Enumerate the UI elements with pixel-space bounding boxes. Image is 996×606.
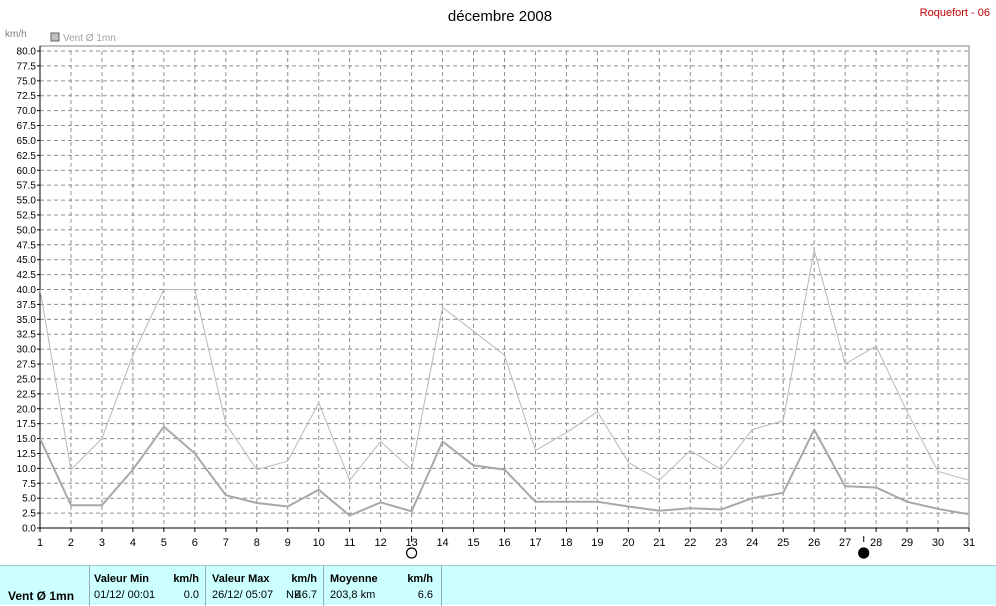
x-tick-label: 23 <box>715 537 727 549</box>
x-tick-label: 9 <box>285 537 291 549</box>
x-axis: 1 2 3 4 5 6 7 8 9 10 11 12 13 14 15 16 17 18 19 20 21 22 23 24 2… <box>37 527 975 549</box>
y-tick-label: 52.5 <box>17 210 37 221</box>
max-direction: NE <box>286 589 302 601</box>
x-tick-label: 12 <box>375 537 387 549</box>
x-tick-label: 19 <box>591 537 603 549</box>
y-tick-label: 40.0 <box>17 285 37 296</box>
y-tick-label: 25.0 <box>17 374 37 385</box>
full-moon-icon <box>406 547 418 559</box>
y-tick-label: 7.5 <box>22 479 36 490</box>
y-tick-label: 5.0 <box>22 494 36 505</box>
x-tick-label: 20 <box>622 537 634 549</box>
wind-chart: décembre 2008 Roquefort - 06 km/h Vent Ø… <box>5 7 990 559</box>
x-tick-label: 4 <box>130 537 136 549</box>
y-tick-label: 62.5 <box>17 151 37 162</box>
y-tick-label: 42.5 <box>17 270 37 281</box>
y-tick-label: 57.5 <box>17 181 37 192</box>
y-tick-label: 12.5 <box>17 449 37 460</box>
x-tick-label: 5 <box>161 537 167 549</box>
y-tick-label: 70.0 <box>17 106 37 117</box>
x-tick-label: 15 <box>467 537 479 549</box>
average-cell: Moyenne km/h 203,8 km 6.6 <box>324 566 442 606</box>
x-tick-label: 8 <box>254 537 260 549</box>
x-tick-label: 3 <box>99 537 105 549</box>
x-tick-label: 6 <box>192 537 198 549</box>
x-tick-label: 14 <box>436 537 448 549</box>
y-tick-label: 17.5 <box>17 419 37 430</box>
y-tick-label: 2.5 <box>22 509 36 520</box>
x-tick-label: 29 <box>901 537 913 549</box>
series-line-2 <box>39 425 970 517</box>
min-date: 01/12/ 00:01 <box>94 589 156 601</box>
min-title: Valeur Min <box>94 573 150 585</box>
summary-footer: Vent Ø 1mn Valeur Min km/h 01/12/ 00:01 … <box>0 565 996 606</box>
x-tick-label: 31 <box>963 537 975 549</box>
max-unit: km/h <box>291 573 317 585</box>
y-tick-label: 65.0 <box>17 136 37 147</box>
y-tick-label: 35.0 <box>17 315 37 326</box>
x-tick-label: 24 <box>746 537 758 549</box>
x-tick-label: 11 <box>344 537 355 549</box>
x-tick-label: 30 <box>932 537 944 549</box>
average-distance: 203,8 km <box>330 589 376 601</box>
x-tick-label: 16 <box>498 537 510 549</box>
y-tick-label: 15.0 <box>17 434 37 445</box>
x-tick-label: 25 <box>777 537 789 549</box>
x-tick-label: 7 <box>223 537 229 549</box>
x-tick-label: 17 <box>529 537 541 549</box>
average-unit: km/h <box>407 573 433 585</box>
station-name: Roquefort - 06 <box>920 7 990 19</box>
y-tick-label: 55.0 <box>17 196 37 207</box>
y-tick-label: 50.0 <box>17 225 37 236</box>
summary-label: Vent Ø 1mn <box>8 589 75 603</box>
y-tick-label: 77.5 <box>17 61 37 72</box>
x-tick-label: 22 <box>684 537 696 549</box>
grid-lines <box>40 50 969 528</box>
y-tick-label: 75.0 <box>17 76 37 87</box>
min-cell: Valeur Min km/h 01/12/ 00:01 0.0 <box>90 566 206 606</box>
y-tick-label: 60.0 <box>17 166 37 177</box>
y-tick-label: 45.0 <box>17 255 37 266</box>
y-tick-label: 72.5 <box>17 91 37 102</box>
x-tick-label: 10 <box>313 537 325 549</box>
y-tick-label: 80.0 <box>17 47 37 58</box>
summary-label-cell: Vent Ø 1mn <box>0 566 90 606</box>
moon-phases <box>406 536 870 559</box>
y-tick-label: 37.5 <box>17 300 37 311</box>
y-tick-label: 67.5 <box>17 121 37 132</box>
min-value: 0.0 <box>183 589 199 601</box>
x-tick-label: 27 <box>839 537 851 549</box>
y-tick-label: 0.0 <box>22 524 36 535</box>
y-tick-label: 10.0 <box>17 464 37 475</box>
legend-swatch <box>50 32 60 42</box>
x-tick-label: 18 <box>560 537 572 549</box>
series-lines <box>39 249 970 517</box>
plot-area <box>39 45 970 529</box>
min-unit: km/h <box>173 573 199 585</box>
x-tick-label: 28 <box>870 537 882 549</box>
new-moon-icon <box>858 547 870 559</box>
max-date: 26/12/ 05:07 <box>212 589 274 601</box>
max-title: Valeur Max <box>212 573 270 585</box>
chart-title: décembre 2008 <box>448 8 552 25</box>
x-tick-label: 21 <box>653 537 665 549</box>
series-line-1 <box>39 249 970 481</box>
y-axis: 0.0 2.5 5.0 7.5 10.0 12.5 15.0 17.5 20.0 22.5 25.0… <box>17 46 41 535</box>
average-title: Moyenne <box>330 573 378 585</box>
x-tick-label: 1 <box>37 537 43 549</box>
y-tick-label: 32.5 <box>17 330 37 341</box>
legend-entry: Vent Ø 1mn <box>63 33 116 44</box>
average-value: 6.6 <box>417 589 433 601</box>
x-tick-label: 13 <box>405 537 417 549</box>
y-tick-label: 27.5 <box>17 360 37 371</box>
y-tick-label: 30.0 <box>17 345 37 356</box>
x-tick-label: 26 <box>808 537 820 549</box>
y-axis-unit: km/h <box>5 29 27 40</box>
max-cell: Valeur Max km/h 26/12/ 05:07 NE 46.7 <box>206 566 324 606</box>
max-value: 46.7 <box>295 589 317 601</box>
y-tick-label: 20.0 <box>17 404 37 415</box>
x-tick-label: 2 <box>68 537 74 549</box>
y-tick-label: 22.5 <box>17 389 37 400</box>
y-tick-label: 47.5 <box>17 240 37 251</box>
